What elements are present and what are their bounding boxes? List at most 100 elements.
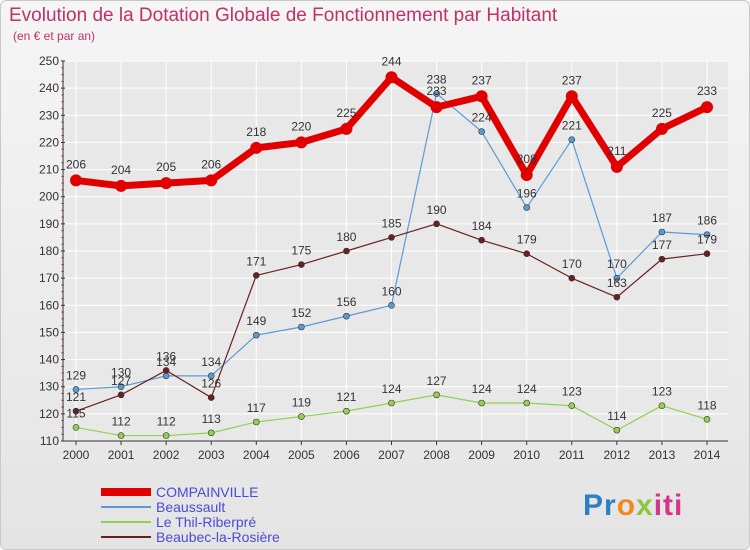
data-label: 124 — [381, 382, 401, 396]
data-point — [475, 90, 488, 103]
data-point — [207, 429, 215, 437]
data-label: 121 — [66, 390, 86, 404]
data-label: 184 — [472, 219, 492, 233]
data-point — [162, 367, 170, 374]
data-point — [430, 101, 443, 114]
x-tick-label: 2007 — [378, 448, 405, 462]
data-label: 187 — [652, 211, 672, 225]
data-label: 118 — [697, 398, 716, 412]
data-point — [433, 220, 440, 228]
data-label: 171 — [246, 254, 266, 268]
y-tick-label: 130 — [39, 380, 59, 394]
data-point — [520, 169, 533, 181]
y-tick-label: 110 — [40, 434, 59, 448]
data-label: 136 — [156, 349, 176, 363]
data-point — [252, 331, 260, 339]
data-point — [568, 274, 576, 282]
data-label: 221 — [562, 119, 582, 133]
chart-subtitle: (en € et par an) — [13, 29, 96, 43]
data-label: 224 — [472, 111, 492, 125]
y-tick-label: 210 — [39, 163, 59, 177]
data-label: 177 — [652, 238, 672, 252]
data-label: 123 — [652, 385, 672, 399]
data-label: 225 — [336, 106, 356, 120]
x-tick-label: 2002 — [153, 448, 180, 462]
data-point — [207, 394, 215, 401]
y-tick-label: 220 — [39, 135, 59, 149]
x-tick-label: 2012 — [604, 448, 631, 462]
data-point — [433, 391, 440, 399]
data-label: 233 — [697, 84, 717, 98]
y-tick-label: 140 — [39, 353, 59, 367]
data-label: 149 — [246, 314, 266, 328]
y-tick-label: 190 — [39, 217, 59, 231]
y-tick-label: 150 — [39, 325, 59, 339]
proxiti-logo: Proxiti — [583, 489, 684, 522]
data-point — [703, 415, 711, 423]
data-point — [523, 250, 531, 258]
data-label: 130 — [111, 366, 131, 380]
data-label: 117 — [247, 401, 266, 415]
data-point — [72, 407, 80, 415]
data-point — [250, 141, 263, 154]
data-label: 115 — [66, 406, 85, 420]
legend-label: Le Thil-Riberpré — [156, 514, 256, 530]
data-point — [568, 402, 576, 410]
data-label: 163 — [607, 276, 627, 290]
data-point — [162, 432, 170, 439]
data-label: 112 — [157, 415, 176, 429]
data-label: 237 — [562, 73, 582, 87]
legend-label: Beaubec-la-Rosière — [156, 529, 280, 545]
data-label: 170 — [607, 257, 627, 271]
data-point — [340, 122, 353, 135]
data-label: 121 — [336, 390, 356, 404]
data-point — [523, 204, 531, 211]
data-point — [117, 432, 125, 439]
data-label: 237 — [472, 73, 492, 87]
x-tick-label: 2005 — [288, 448, 315, 462]
data-point — [343, 407, 350, 415]
x-tick-label: 2008 — [423, 448, 450, 462]
data-point — [658, 228, 666, 236]
legend-label: COMPAINVILLE — [156, 484, 258, 500]
data-label: 114 — [607, 409, 626, 423]
x-tick-label: 2013 — [649, 448, 676, 462]
x-tick-label: 2011 — [559, 448, 585, 462]
data-point — [703, 250, 711, 258]
data-point — [252, 272, 260, 279]
grid-layer — [63, 60, 728, 441]
data-label: 179 — [697, 233, 717, 247]
data-label: 220 — [291, 119, 311, 133]
y-tick-label: 240 — [39, 81, 59, 95]
chart-title: Evolution de la Dotation Globale de Fonc… — [9, 5, 558, 26]
data-label: 134 — [156, 355, 176, 369]
data-point — [295, 136, 308, 149]
data-label: 112 — [112, 415, 131, 429]
data-label: 238 — [427, 73, 447, 87]
data-point — [162, 372, 170, 380]
data-point — [343, 247, 350, 255]
data-point — [613, 274, 621, 282]
y-tick-label: 120 — [39, 407, 59, 421]
data-point — [70, 174, 82, 187]
data-label: 208 — [517, 152, 537, 166]
data-label: 196 — [517, 187, 537, 201]
data-label: 113 — [202, 412, 221, 426]
data-label: 225 — [652, 106, 672, 120]
data-point — [478, 128, 485, 135]
data-point — [613, 426, 621, 434]
data-label: 180 — [336, 230, 356, 244]
x-tick-label: 2000 — [63, 448, 90, 462]
data-point — [658, 402, 666, 410]
data-label: 205 — [156, 160, 176, 174]
y-tick-label: 180 — [39, 244, 59, 258]
data-point — [613, 293, 621, 301]
data-point — [388, 234, 395, 241]
data-label: 160 — [381, 284, 401, 298]
series-layer — [70, 71, 713, 439]
data-label: 126 — [201, 377, 221, 391]
data-label: 123 — [562, 385, 582, 399]
